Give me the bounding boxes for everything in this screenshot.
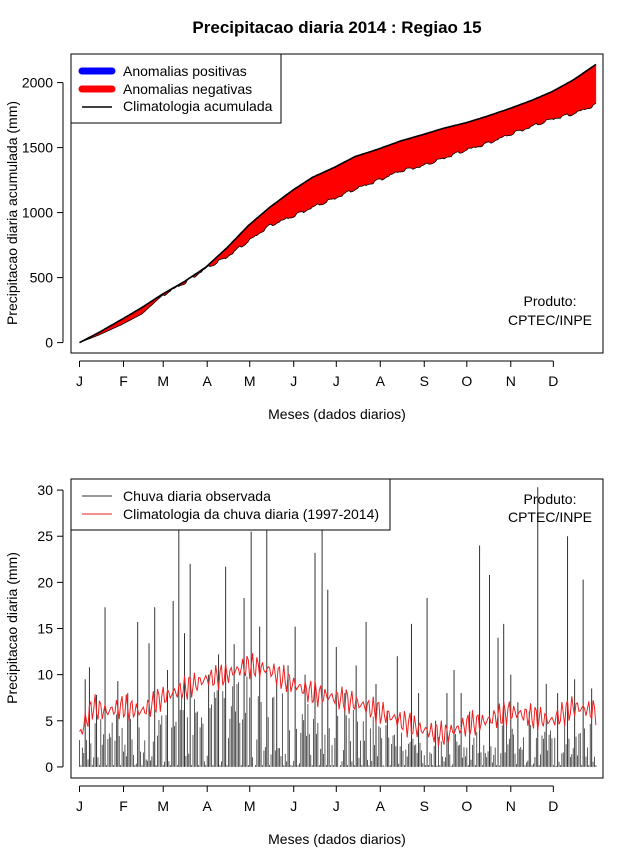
cumulative-precipitation-panel: 0 500 1000 1500 2000 J F M A M J J A S O N D Precipitac… xyxy=(4,53,604,422)
bottom-x-tick-label: M xyxy=(157,798,169,814)
bottom-x-tick-label: F xyxy=(119,798,128,814)
bottom-x-tick-label: J xyxy=(333,798,340,814)
bottom-x-axis-label: Meses (dados diarios) xyxy=(268,831,406,847)
legend-label-positive: Anomalias positivas xyxy=(123,63,247,79)
bottom-y-tick-label: 15 xyxy=(37,621,53,637)
bottom-y-tick-label: 5 xyxy=(45,713,53,729)
top-x-tick-label: J xyxy=(333,373,340,389)
bottom-x-tick-label: O xyxy=(461,798,472,814)
bottom-legend-box xyxy=(70,478,391,531)
top-x-tick-label: S xyxy=(420,373,429,389)
bottom-y-tick-label: 20 xyxy=(37,574,53,590)
bottom-y-tick-label: 0 xyxy=(45,759,53,775)
bottom-y-tick-label: 10 xyxy=(37,667,53,683)
climatology-cumulative-line xyxy=(79,63,597,344)
top-y-tick-label: 2000 xyxy=(22,75,53,91)
bottom-x-tick-label: S xyxy=(420,798,429,814)
top-y-tick-label: 1500 xyxy=(22,140,53,156)
bottom-y-axis: 0 5 10 15 20 25 30 xyxy=(37,482,64,775)
daily-precipitation-panel: 0 5 10 15 20 25 30 J F M A M J J A S O N D Precipitacao d… xyxy=(4,478,604,847)
observed-cumulative-line xyxy=(79,103,597,343)
top-x-tick-label: O xyxy=(461,373,472,389)
top-x-tick-label: M xyxy=(244,373,256,389)
top-x-tick-label: A xyxy=(203,373,213,389)
top-x-tick-label: N xyxy=(506,373,516,389)
cumulative-lines xyxy=(79,63,597,344)
bottom-x-tick-label: A xyxy=(203,798,213,814)
bottom-legend: Chuva diaria observada Climatologia da c… xyxy=(70,478,391,531)
bottom-x-tick-label: J xyxy=(290,798,297,814)
legend-label-observed: Chuva diaria observada xyxy=(123,488,271,504)
bottom-product-source: CPTEC/INPE xyxy=(508,509,592,525)
bottom-x-tick-label: D xyxy=(548,798,558,814)
top-y-tick-label: 0 xyxy=(45,335,53,351)
bottom-y-tick-label: 30 xyxy=(37,482,53,498)
top-x-tick-label: J xyxy=(76,373,83,389)
legend-label-climatology-daily: Climatologia da chuva diaria (1997-2014) xyxy=(123,506,379,522)
top-x-tick-label: M xyxy=(157,373,169,389)
top-plot-frame xyxy=(70,53,604,354)
top-y-axis-label: Precipitacao diaria acumulada (mm) xyxy=(4,101,20,325)
top-legend: Anomalias positivas Anomalias negativas … xyxy=(70,53,282,124)
bottom-y-tick-label: 25 xyxy=(37,528,53,544)
top-x-tick-label: F xyxy=(119,373,128,389)
top-y-axis: 0 500 1000 1500 2000 xyxy=(22,75,64,351)
legend-label-negative: Anomalias negativas xyxy=(123,81,252,97)
top-y-tick-label: 500 xyxy=(30,270,54,286)
top-x-tick-label: A xyxy=(376,373,386,389)
top-y-tick-label: 1000 xyxy=(22,205,53,221)
bottom-x-tick-label: N xyxy=(506,798,516,814)
climatology-daily-line xyxy=(79,653,597,747)
top-product-label: Produto: xyxy=(524,293,577,309)
bottom-x-tick-label: J xyxy=(76,798,83,814)
top-product-source: CPTEC/INPE xyxy=(508,312,592,328)
top-x-tick-label: D xyxy=(548,373,558,389)
bottom-y-axis-label: Precipitacao diaria (mm) xyxy=(4,552,20,704)
bottom-x-tick-label: M xyxy=(244,798,256,814)
bottom-product-label: Produto: xyxy=(524,491,577,507)
top-x-tick-label: J xyxy=(290,373,297,389)
top-x-axis-label: Meses (dados diarios) xyxy=(268,406,406,422)
figure-title: Precipitacao diaria 2014 : Regiao 15 xyxy=(192,18,481,37)
climatology-daily-line xyxy=(79,653,597,747)
legend-label-climatology: Climatologia acumulada xyxy=(123,98,273,114)
bottom-x-tick-label: A xyxy=(376,798,386,814)
